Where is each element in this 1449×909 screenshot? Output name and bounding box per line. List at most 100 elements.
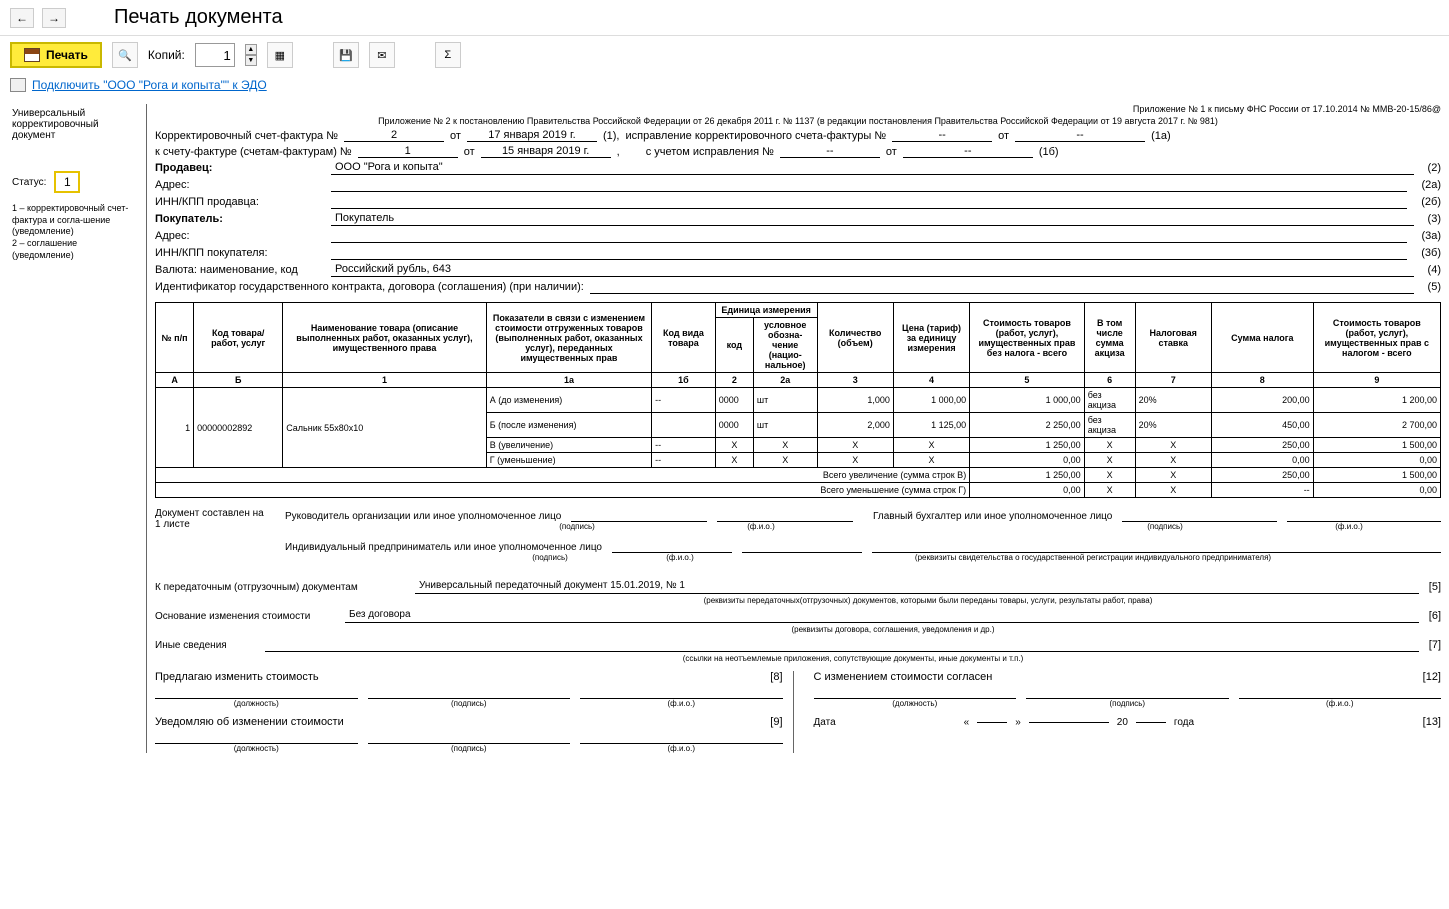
- th-b: Код товара/ работ, услуг: [194, 303, 283, 373]
- hn-1: 1: [283, 373, 487, 388]
- spinner-up[interactable]: ▲: [245, 44, 257, 55]
- addr-label: Адрес:: [155, 179, 325, 191]
- r3-total: 1 500,00: [1313, 438, 1440, 453]
- r7-caption: (ссылки на неотъемлемые приложения, сопу…: [265, 654, 1441, 663]
- right-n2: [13]: [1423, 716, 1441, 728]
- copies-input[interactable]: [195, 43, 235, 67]
- save-button[interactable]: 💾: [333, 42, 359, 68]
- header-row-1: № п/п Код товара/ работ, услуг Наименова…: [156, 303, 1441, 318]
- cap-dolzh-2: (должность): [155, 744, 358, 753]
- r1-total: 1 200,00: [1313, 388, 1440, 413]
- contract-row: Идентификатор государственного контракта…: [155, 280, 1441, 294]
- r1-kod: 0000: [715, 388, 753, 413]
- r2-lbl: Б (после изменения): [486, 413, 651, 438]
- right-col: С изменением стоимости согласен[12] (дол…: [814, 671, 1442, 753]
- r2-cost: 2 250,00: [970, 413, 1085, 438]
- dec-cost: 0,00: [970, 483, 1085, 498]
- two-col: Предлагаю изменить стоимость[8] (должнос…: [155, 671, 1441, 753]
- magnifier-icon: 🔍: [118, 49, 132, 62]
- ispr-num: --: [892, 129, 992, 142]
- ispr-label: исправление корректировочного счета-факт…: [625, 130, 886, 142]
- main-panel: Приложение № 1 к письму ФНС России от 17…: [146, 104, 1441, 753]
- r2-ed: шт: [753, 413, 817, 438]
- cap-fio-1: (ф.и.о.): [669, 522, 853, 531]
- th-7: Налоговая ставка: [1135, 303, 1211, 373]
- hn-8: 8: [1211, 373, 1313, 388]
- val-value: Российский рубль, 643: [331, 263, 1414, 277]
- edo-link[interactable]: Подключить "ООО "Рога и копыта"" к ЭДО: [32, 78, 267, 92]
- r7-num: [7]: [1429, 639, 1441, 651]
- r2-price: 1 125,00: [893, 413, 969, 438]
- r4-akc: Х: [1084, 453, 1135, 468]
- th-1: Наименование товара (описание выполненны…: [283, 303, 487, 373]
- r3-akc: Х: [1084, 438, 1135, 453]
- back-button[interactable]: ←: [10, 8, 34, 28]
- date-row: Дата « » 20 года [13]: [814, 716, 1442, 728]
- header-row-nums: А Б 1 1а 1б 2 2а 3 4 5 6 7 8 9: [156, 373, 1441, 388]
- ip-rekv: [872, 539, 1441, 553]
- r3-price: Х: [893, 438, 969, 453]
- r4-price: Х: [893, 453, 969, 468]
- row-7: Иные сведения [7]: [155, 638, 1441, 652]
- korr-num: 2: [344, 129, 444, 142]
- date-g: года: [1174, 717, 1194, 728]
- sum-button[interactable]: Σ: [435, 42, 461, 68]
- r3-cost: 1 250,00: [970, 438, 1085, 453]
- dec-label: Всего уменьшение (сумма строк Г): [156, 483, 970, 498]
- seller-paren: (2): [1428, 162, 1441, 174]
- r4-total: 0,00: [1313, 453, 1440, 468]
- paren-1: (1),: [603, 130, 620, 142]
- cap-podpis-6: (подпись): [1026, 699, 1229, 708]
- ip-label: Индивидуальный предприниматель или иное …: [285, 542, 602, 553]
- to-invoice-row: к счету-фактуре (счетам-фактурам) № 1 от…: [155, 145, 1441, 158]
- date-yr: 20: [1117, 717, 1128, 728]
- val-label: Валюта: наименование, код: [155, 264, 325, 276]
- edo-icon: [10, 78, 26, 92]
- date-q2: »: [1015, 717, 1021, 728]
- r7-label: Иные сведения: [155, 640, 255, 651]
- buyer-inn-row: ИНН/КПП покупателя:(3б): [155, 246, 1441, 260]
- status-input[interactable]: 1: [54, 171, 80, 193]
- ruk-sign: [571, 508, 707, 522]
- spinner-down[interactable]: ▼: [245, 55, 257, 66]
- table-button[interactable]: ▦: [267, 42, 293, 68]
- cap-fio-3: (ф.и.о.): [615, 553, 745, 562]
- addr-b-label: Адрес:: [155, 230, 325, 242]
- r6-label: Основание изменения стоимости: [155, 611, 335, 622]
- sig-row-1: Руководитель организации или иное уполно…: [285, 508, 1441, 531]
- cap-fio-6: (ф.и.о.): [1239, 699, 1442, 708]
- dec-total: 0,00: [1313, 483, 1440, 498]
- r5-caption: (реквизиты передаточных(отгрузочных) док…: [415, 596, 1441, 605]
- gk-label: Идентификатор государственного контракта…: [155, 281, 584, 293]
- ksf-num: 1: [358, 145, 458, 158]
- print-button[interactable]: Печать: [10, 42, 102, 68]
- left-triple-1: [155, 685, 783, 699]
- hn-1b: 1б: [652, 373, 716, 388]
- hn-6: 6: [1084, 373, 1135, 388]
- gk-paren: (5): [1428, 281, 1441, 293]
- r2-total: 2 700,00: [1313, 413, 1440, 438]
- cap-podpis-5: (подпись): [368, 744, 571, 753]
- bottom-section: К передаточным (отгрузочным) документам …: [155, 580, 1441, 753]
- seller-label: Продавец:: [155, 162, 325, 174]
- dec-tax: --: [1211, 483, 1313, 498]
- mail-button[interactable]: ✉: [369, 42, 395, 68]
- ruk-label: Руководитель организации или иное уполно…: [285, 511, 561, 522]
- data-row-a: 1 00000002892 Сальник 55х80х10 А (до изм…: [156, 388, 1441, 413]
- row-5: К передаточным (отгрузочным) документам …: [155, 580, 1441, 594]
- sigma-icon: Σ: [444, 49, 451, 61]
- paren-1b: (1б): [1039, 146, 1059, 158]
- mail-icon: ✉: [377, 49, 386, 62]
- ot-1: от: [450, 130, 461, 142]
- th-1a: Показатели в связи с изменением стоимост…: [486, 303, 651, 373]
- signature-section: Документ составлен на 1 листе Руководите…: [155, 508, 1441, 570]
- left-col: Предлагаю изменить стоимость[8] (должнос…: [155, 671, 794, 753]
- date-year: [1136, 722, 1166, 723]
- main-toolbar: Печать 🔍 Копий: ▲ ▼ ▦ 💾 ✉ Σ: [0, 36, 1449, 74]
- right-triple-1: [814, 685, 1442, 699]
- buyer-row: Покупатель:Покупатель(3): [155, 212, 1441, 226]
- r4-tax: 0,00: [1211, 453, 1313, 468]
- forward-button[interactable]: →: [42, 8, 66, 28]
- uchet-date: --: [903, 145, 1033, 158]
- preview-button[interactable]: 🔍: [112, 42, 138, 68]
